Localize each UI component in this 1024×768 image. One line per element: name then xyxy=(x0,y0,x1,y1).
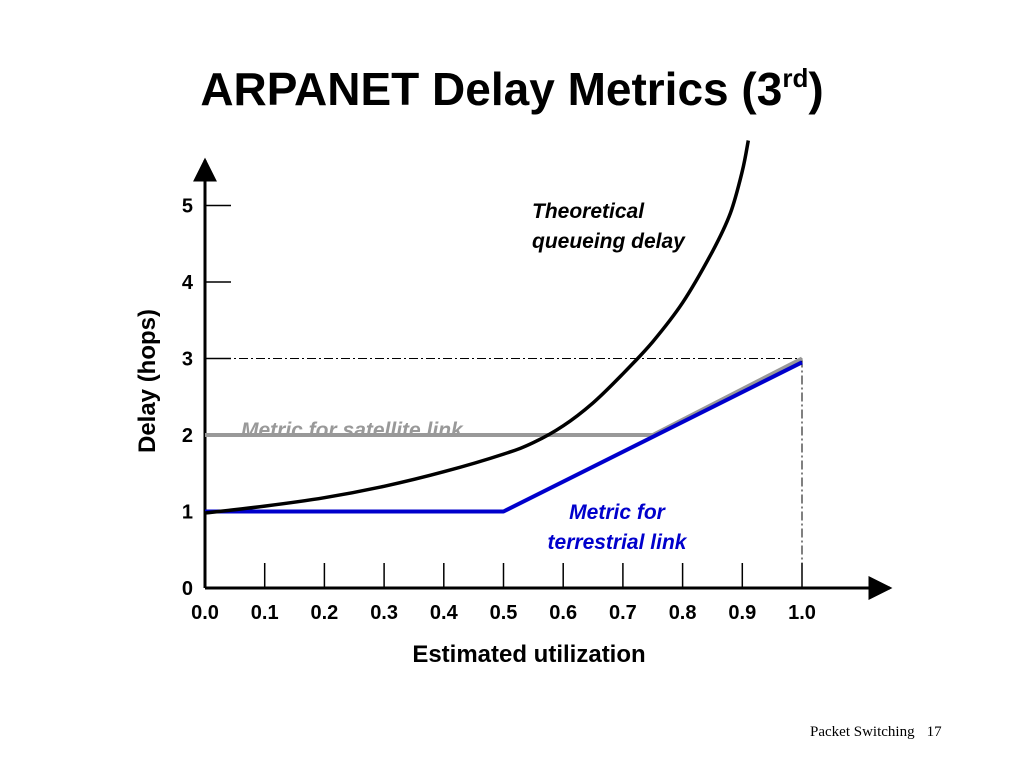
title-main: ARPANET Delay Metrics (3 xyxy=(200,63,783,115)
page-number: 17 xyxy=(926,724,942,740)
theoretical-delay-label: queueing delay xyxy=(532,230,686,253)
x-axis-label: Estimated utilization xyxy=(412,641,645,668)
y-tick-label: 3 xyxy=(182,349,193,371)
theoretical-delay-curve xyxy=(204,140,751,515)
terrestrial-metric-line xyxy=(205,360,803,514)
x-tick-label: 1.0 xyxy=(788,602,816,624)
slide-footer: Packet Switching 17 xyxy=(810,724,942,741)
x-tick-label: 0.5 xyxy=(490,602,518,624)
theoretical-delay-label: Theoretical xyxy=(532,200,645,223)
x-tick-label: 0.3 xyxy=(370,602,398,624)
x-tick-label: 0.1 xyxy=(251,602,279,624)
y-tick-label: 4 xyxy=(182,272,194,294)
y-axis-label: Delay (hops) xyxy=(134,309,161,453)
x-tick-label: 0.6 xyxy=(549,602,577,624)
slide-title: ARPANET Delay Metrics (3rd) xyxy=(0,62,1024,116)
terrestrial-metric-label: Metric for xyxy=(569,501,667,524)
x-tick-label: 0.7 xyxy=(609,602,637,624)
y-tick-label: 5 xyxy=(182,196,193,218)
y-tick-label: 1 xyxy=(182,502,193,524)
terrestrial-metric-label: terrestrial link xyxy=(548,531,688,554)
footer-text: Packet Switching xyxy=(810,724,915,740)
title-end: ) xyxy=(808,63,824,115)
title-superscript: rd xyxy=(782,63,809,93)
x-tick-label: 0.9 xyxy=(728,602,756,624)
y-tick-label: 2 xyxy=(182,425,193,447)
x-tick-label: 0.0 xyxy=(191,602,219,624)
x-tick-label: 0.8 xyxy=(669,602,697,624)
y-tick-label: 0 xyxy=(182,578,193,600)
x-tick-label: 0.4 xyxy=(430,602,459,624)
x-tick-label: 0.2 xyxy=(310,602,338,624)
satellite-metric-label: Metric for satellite link xyxy=(241,419,464,442)
